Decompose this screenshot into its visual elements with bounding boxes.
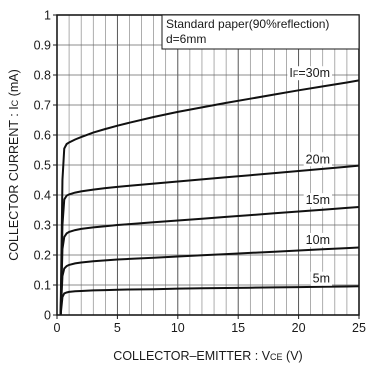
curve-label-background bbox=[303, 193, 333, 208]
y-tick-label: 0.4 bbox=[34, 189, 51, 203]
x-tick-label: 25 bbox=[352, 321, 366, 335]
y-tick-label: 0 bbox=[44, 309, 51, 323]
curve-label-text: 5m bbox=[313, 272, 330, 286]
curve-label-text: 20m bbox=[306, 152, 330, 166]
y-tick-label: 1 bbox=[44, 9, 51, 23]
x-tick-label: 10 bbox=[171, 321, 185, 335]
y-axis-label: COLLECTOR CURRENT : IC (mA) bbox=[7, 69, 21, 261]
x-axis-label-subscript: CE bbox=[270, 352, 283, 362]
curve-label-background bbox=[303, 152, 333, 167]
curve-label-subscript: F bbox=[293, 69, 299, 79]
y-tick-label: 0.7 bbox=[34, 99, 51, 113]
curve-label-text: 15m bbox=[306, 193, 330, 207]
annotation-line-2: d=6mm bbox=[166, 32, 206, 46]
ticks bbox=[53, 14, 360, 319]
curve-labels: IF=30m 20m 15m 10m 5m bbox=[287, 66, 333, 286]
x-tick-label: 5 bbox=[114, 321, 121, 335]
x-axis-label: COLLECTOR–EMITTER : VCE (V) bbox=[113, 349, 302, 363]
curve-label-value: =30m bbox=[298, 66, 330, 80]
x-axis-label-unit: (V) bbox=[283, 349, 303, 363]
curves bbox=[59, 79, 360, 316]
y-tick-label: 0.1 bbox=[34, 279, 51, 293]
curve-label-main: I bbox=[289, 66, 292, 80]
curve-label: 15m bbox=[303, 193, 333, 208]
y-tick-label: 0.3 bbox=[34, 219, 51, 233]
curve-label-background bbox=[287, 66, 333, 81]
x-tick-label: 20 bbox=[292, 321, 306, 335]
x-tick-label: 15 bbox=[231, 321, 245, 335]
y-tick-label: 0.8 bbox=[34, 69, 51, 83]
curve-15m bbox=[59, 206, 360, 316]
curve-label-background bbox=[303, 232, 333, 247]
curve-label-text: 10m bbox=[306, 233, 330, 247]
y-axis-label-subscript: C bbox=[10, 99, 20, 106]
annotation-line-1: Standard paper(90%reflection) bbox=[166, 17, 329, 31]
curve-label: 20m bbox=[303, 152, 333, 167]
curve-20m bbox=[59, 164, 360, 316]
curve-label: 10m bbox=[303, 232, 333, 247]
curve-label-background bbox=[310, 271, 333, 286]
curve-5m bbox=[59, 285, 360, 316]
curve-10m bbox=[59, 246, 360, 316]
curve-label: 5m bbox=[310, 271, 333, 286]
y-tick-label: 0.5 bbox=[34, 159, 51, 173]
x-axis-label-main: COLLECTOR–EMITTER : V bbox=[113, 349, 270, 363]
annotation-box: Standard paper(90%reflection) d=6mm bbox=[161, 14, 360, 50]
curve-if-30m bbox=[59, 79, 360, 316]
y-tick-label: 0.2 bbox=[34, 249, 51, 263]
tick-labels: 0 5 10 15 20 25 0 0.1 0.2 0.3 0.4 0.5 0.6 0.7 0.8 0.9 1 bbox=[34, 9, 366, 336]
y-axis-label-unit: (mA) bbox=[7, 69, 21, 100]
annotation-box-frame bbox=[161, 14, 360, 50]
x-tick-label: 0 bbox=[54, 321, 61, 335]
y-axis-label-main: COLLECTOR CURRENT : I bbox=[7, 106, 21, 260]
curve-label: IF=30m bbox=[287, 66, 333, 81]
y-tick-label: 0.6 bbox=[34, 129, 51, 143]
y-tick-label: 0.9 bbox=[34, 39, 51, 53]
curve-label-text: IF=30m bbox=[289, 66, 330, 80]
